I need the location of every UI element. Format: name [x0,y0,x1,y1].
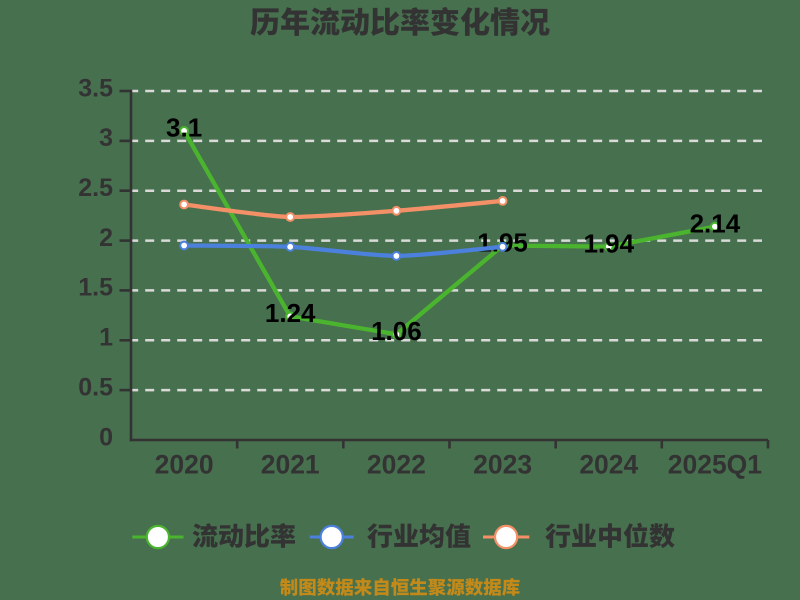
svg-text:3.5: 3.5 [78,74,113,102]
svg-text:2.14: 2.14 [690,208,741,238]
svg-text:0.5: 0.5 [78,373,113,401]
svg-text:1.94: 1.94 [583,228,634,258]
svg-text:3.1: 3.1 [166,113,202,143]
svg-text:2.5: 2.5 [78,174,113,202]
svg-text:1.06: 1.06 [371,316,422,346]
svg-text:1: 1 [99,324,113,352]
svg-text:2025Q1: 2025Q1 [668,450,762,480]
svg-text:0: 0 [99,423,113,451]
svg-text:1.5: 1.5 [78,274,113,302]
svg-text:3: 3 [99,124,113,152]
svg-text:2024: 2024 [579,450,638,480]
svg-text:2022: 2022 [367,450,426,480]
svg-text:2020: 2020 [155,450,214,480]
svg-text:2021: 2021 [261,450,320,480]
svg-text:1.24: 1.24 [265,298,316,328]
svg-text:2023: 2023 [473,450,532,480]
svg-text:2: 2 [99,224,113,252]
